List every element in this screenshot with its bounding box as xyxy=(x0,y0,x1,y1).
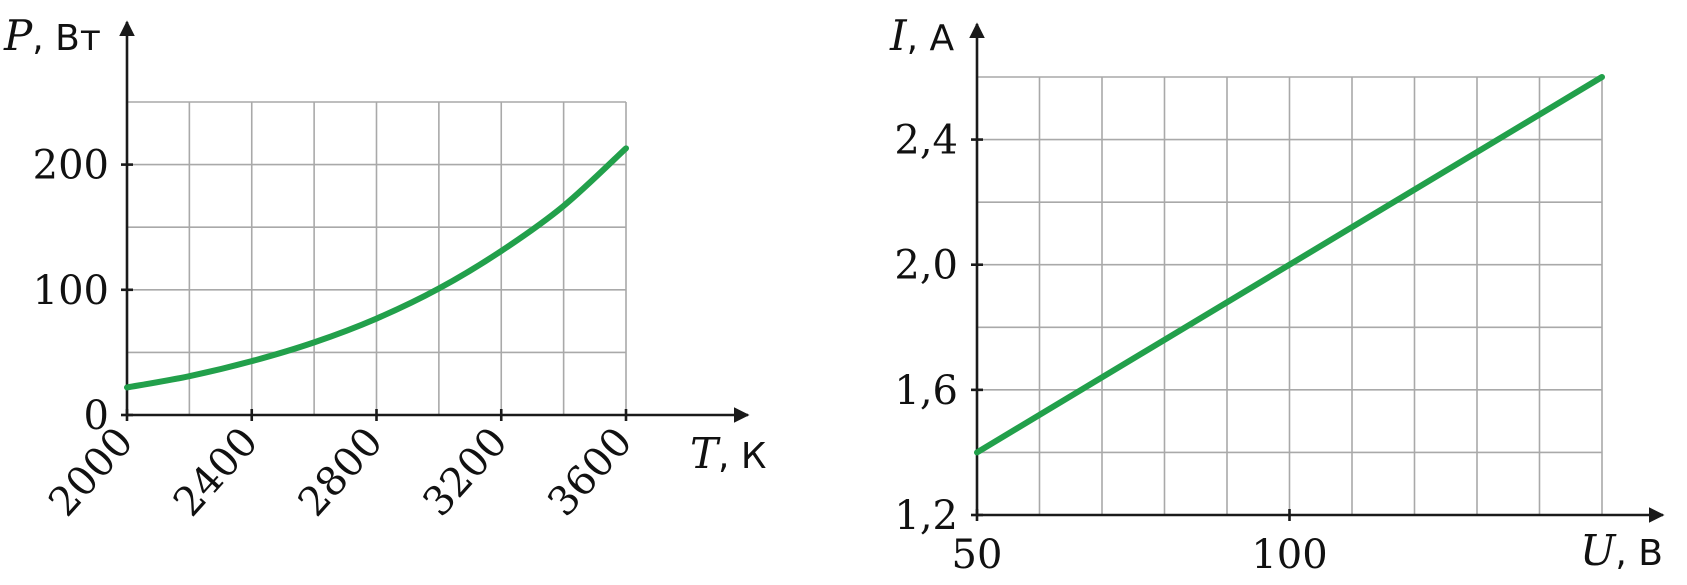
chart2-y-tick-label: 2,4 xyxy=(894,118,958,164)
chart2-x-tick-label: 100 xyxy=(1251,532,1327,578)
chart2-y-tick-label: 1,2 xyxy=(894,493,958,539)
chart1-x-label: T, К xyxy=(690,429,766,478)
chart2-x-label: U, В xyxy=(1580,526,1663,575)
chart-current-vs-voltage: 50 100 1,2 1,6 2,0 2,4 I, А U, В xyxy=(889,11,1665,578)
chart2-ticks: 50 100 1,2 1,6 2,0 2,4 xyxy=(894,118,1327,578)
chart1-y-tick-label: 200 xyxy=(33,143,109,189)
chart2-y-tick-label: 1,6 xyxy=(894,368,958,414)
chart2-x-tick-label: 50 xyxy=(952,532,1003,578)
chart2-grid xyxy=(976,76,1603,516)
chart1-x-tick-label: 2800 xyxy=(290,419,392,525)
chart1-x-tick-label: 2400 xyxy=(165,419,267,525)
chart1-y-tick-label: 100 xyxy=(33,268,109,314)
chart1-x-tick-label: 3200 xyxy=(414,419,516,525)
chart2-y-label: I, А xyxy=(889,11,954,60)
chart1-x-tick-label: 3600 xyxy=(539,419,641,525)
chart1-y-label: P, Вт xyxy=(3,11,101,60)
chart1-y-tick-label: 0 xyxy=(84,393,109,439)
chart1-grid xyxy=(126,101,627,416)
chart1-series-line xyxy=(124,145,629,391)
chart2-y-tick-label: 2,0 xyxy=(894,243,958,289)
chart2-series-line xyxy=(974,74,1605,456)
